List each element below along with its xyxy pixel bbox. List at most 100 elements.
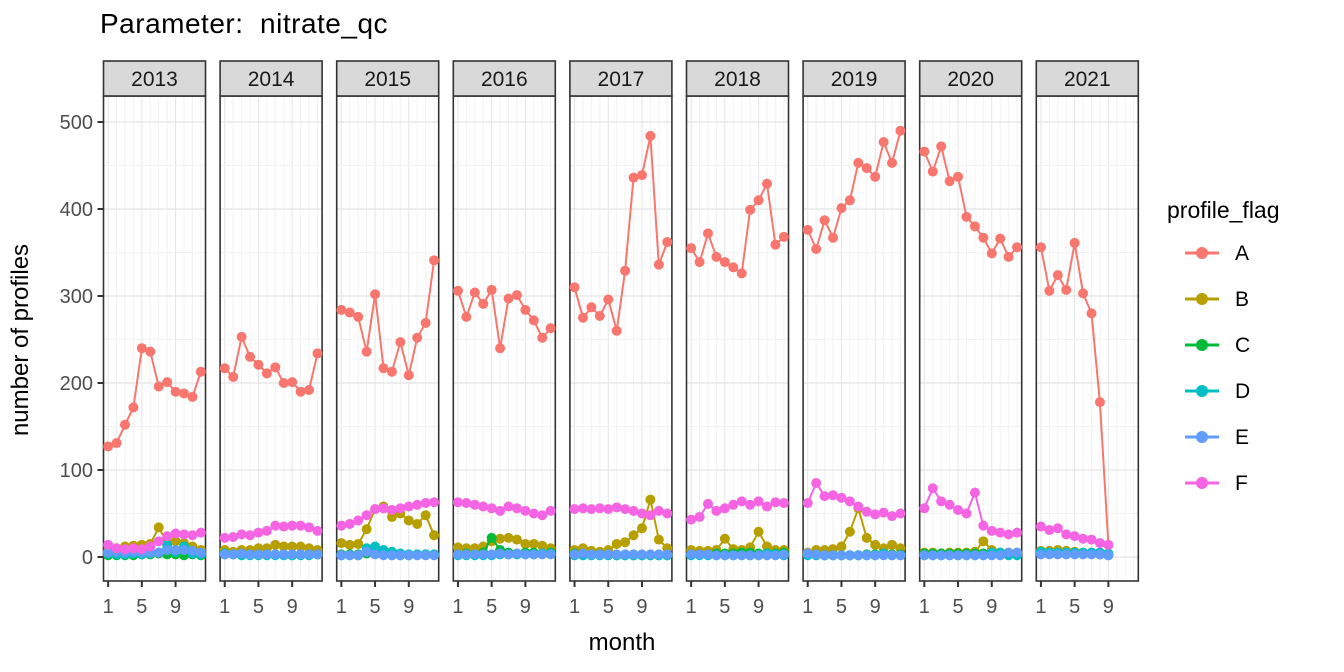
x-tick-label: 5 xyxy=(369,596,380,618)
series-A-point xyxy=(278,378,289,388)
series-F-point xyxy=(520,505,531,516)
x-tick-label: 5 xyxy=(952,596,963,618)
series-A-point xyxy=(128,402,139,413)
series-E-point xyxy=(478,549,489,560)
series-E-point xyxy=(452,549,463,560)
x-tick-label: 9 xyxy=(870,596,881,618)
series-A-point xyxy=(503,293,514,304)
series-E-point xyxy=(545,549,556,560)
series-F-point xyxy=(503,501,514,512)
series-E-point xyxy=(919,550,930,561)
series-E-point xyxy=(1103,550,1114,561)
series-F-point xyxy=(111,543,122,554)
series-B-point xyxy=(412,518,423,529)
series-F-point xyxy=(828,490,839,501)
series-E-point xyxy=(503,549,514,560)
series-B-point xyxy=(719,533,730,544)
x-tick-label: 9 xyxy=(170,596,181,618)
series-E-point xyxy=(878,550,889,561)
series-E-point xyxy=(753,550,764,561)
series-B-point xyxy=(353,538,364,549)
legend-title: profile_flag xyxy=(1167,197,1280,223)
series-A-point xyxy=(461,311,472,322)
series-D-point xyxy=(370,541,381,552)
series-F-point xyxy=(1035,521,1046,532)
series-A-point xyxy=(586,302,597,313)
facet-strip xyxy=(685,60,790,97)
series-F-point xyxy=(895,508,906,519)
series-F-point xyxy=(370,504,381,515)
series-A-point xyxy=(978,232,989,243)
series-F-point xyxy=(936,496,947,507)
series-F-point xyxy=(378,503,389,514)
series-F-point xyxy=(762,501,773,512)
series-F-point xyxy=(1044,525,1055,536)
series-E-point xyxy=(662,549,673,560)
series-A-point xyxy=(528,315,539,326)
series-F-point xyxy=(844,496,855,507)
series-F-point xyxy=(278,521,289,532)
series-A-point xyxy=(728,262,739,273)
facet-strip-label: 2014 xyxy=(248,68,295,91)
series-F-point xyxy=(336,520,347,531)
series-F-point xyxy=(961,508,972,519)
series-B-point xyxy=(403,515,414,526)
series-B-point xyxy=(520,538,531,549)
legend-label-A: A xyxy=(1235,242,1249,265)
x-axis-title: month xyxy=(589,629,656,656)
series-F-point xyxy=(653,505,664,516)
y-tick-label: 100 xyxy=(60,460,93,482)
series-F-point xyxy=(636,508,647,519)
series-E-point xyxy=(953,550,964,561)
series-A-point xyxy=(179,388,190,399)
series-E-point xyxy=(312,549,323,560)
series-F-point xyxy=(978,520,989,531)
series-F-point xyxy=(927,483,938,494)
series-F-point xyxy=(1061,529,1072,540)
y-axis-title: number of profiles xyxy=(7,244,34,436)
series-E-point xyxy=(179,545,190,556)
series-E-point xyxy=(412,550,423,561)
series-A-point xyxy=(1012,242,1023,253)
series-A-line xyxy=(690,182,785,275)
series-E-point xyxy=(870,550,881,561)
series-A-point xyxy=(420,317,431,328)
series-E-point xyxy=(537,549,548,560)
series-E-point xyxy=(486,549,497,560)
series-E-point xyxy=(636,549,647,560)
series-E-point xyxy=(745,550,756,561)
series-E-point xyxy=(895,550,906,561)
series-B-point xyxy=(295,541,306,552)
series-B-point xyxy=(344,539,355,550)
series-A-point xyxy=(162,377,173,388)
legend-label-B: B xyxy=(1235,288,1249,311)
x-tick-label: 5 xyxy=(836,596,847,618)
series-A-point xyxy=(336,304,347,315)
series-C-point xyxy=(486,532,497,543)
series-F-point xyxy=(287,520,298,531)
series-F-point xyxy=(853,501,864,512)
series-A-point xyxy=(304,384,315,395)
series-E-point xyxy=(336,550,347,561)
series-E-point xyxy=(395,550,406,561)
series-E-point xyxy=(187,545,198,556)
series-A-point xyxy=(711,251,722,262)
series-A-point xyxy=(1035,242,1046,253)
series-A-point xyxy=(770,239,781,250)
series-B-point xyxy=(844,526,855,537)
series-B-point xyxy=(628,530,639,541)
series-F-point xyxy=(295,520,306,531)
series-E-point xyxy=(1044,549,1055,560)
series-F-point xyxy=(1078,533,1089,544)
series-A-point xyxy=(694,257,705,268)
series-A-point xyxy=(245,351,256,362)
series-A-point xyxy=(870,171,881,182)
series-F-point xyxy=(245,530,256,541)
series-B-point xyxy=(762,541,773,552)
facet-strip-label: 2021 xyxy=(1064,68,1111,91)
facet-strip-label: 2018 xyxy=(714,68,761,91)
y-tick-label: 400 xyxy=(60,199,93,221)
series-A-point xyxy=(236,331,247,342)
